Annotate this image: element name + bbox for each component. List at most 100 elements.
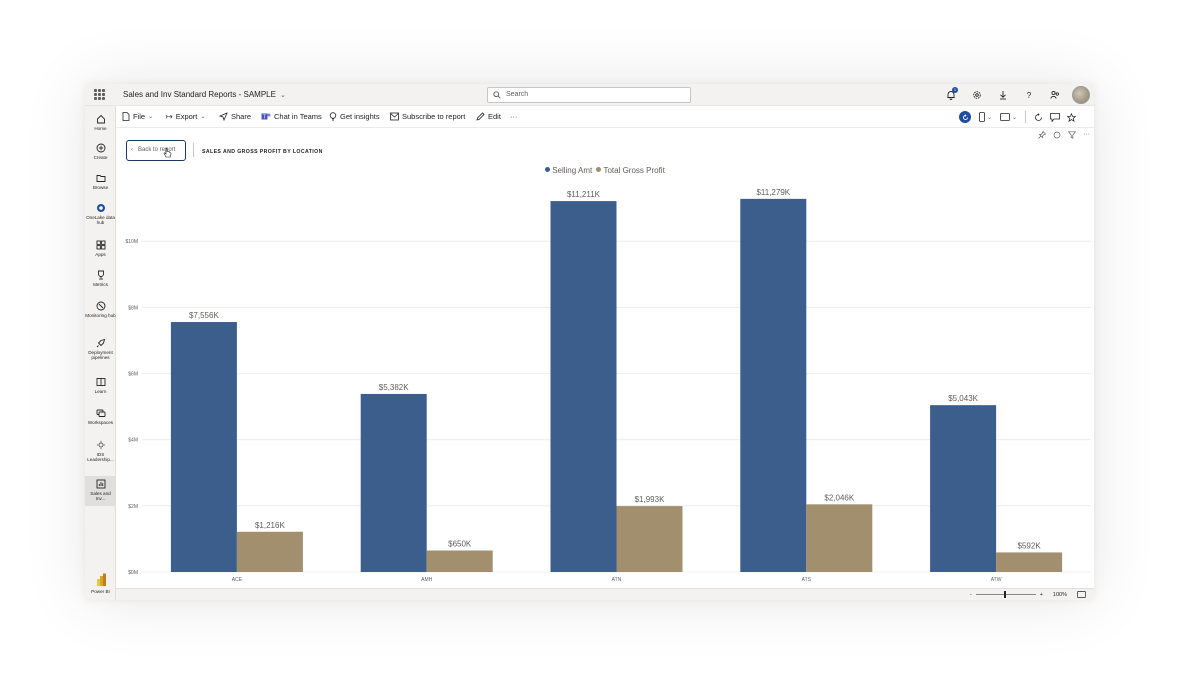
bar[interactable] <box>930 405 997 572</box>
power-bi-logo-icon[interactable] <box>94 573 108 587</box>
chat-in-teams-button[interactable]: T Chat in Teams <box>261 112 322 121</box>
star-icon[interactable] <box>1067 112 1077 122</box>
bar[interactable] <box>740 198 807 572</box>
bar[interactable] <box>996 552 1063 572</box>
export-menu[interactable]: ↦ Export ⌄ <box>166 112 205 121</box>
toolbar-divider <box>1025 111 1027 123</box>
get-insights-button[interactable]: Get insights <box>329 112 380 121</box>
nav-item-onelake[interactable]: OneLake data hub <box>85 203 116 226</box>
edit-button[interactable]: Edit <box>476 112 501 121</box>
nav-item-label: Monitoring hub <box>85 313 116 318</box>
download-icon <box>1000 91 1006 100</box>
bar[interactable] <box>236 531 303 572</box>
nav-item-label: Home <box>94 126 107 131</box>
nav-item-label: IDS Leadership... <box>87 452 114 463</box>
people-share-icon <box>1050 90 1059 99</box>
bar[interactable] <box>550 201 617 572</box>
download-button[interactable] <box>990 84 1016 106</box>
zoom-slider[interactable] <box>975 591 1036 598</box>
more-options-icon[interactable]: ··· <box>1083 131 1090 138</box>
nav-item-deployment[interactable]: Deployment pipelines <box>85 338 116 361</box>
nav-item-label: Deployment pipelines <box>88 350 113 361</box>
share-feedback-button[interactable] <box>1042 84 1068 106</box>
visual-header-icons: ··· <box>1038 131 1090 139</box>
app-launcher-icon[interactable] <box>94 89 105 100</box>
reset-button[interactable] <box>959 111 971 123</box>
help-button[interactable]: ? <box>1016 84 1042 106</box>
view-size-button[interactable]: ⌄ <box>1000 113 1017 121</box>
nav-item-home[interactable]: Home <box>85 114 116 131</box>
nav-item-workspaces[interactable]: Workspaces <box>85 408 116 425</box>
chat-in-teams-label: Chat in Teams <box>274 112 322 121</box>
settings-button[interactable] <box>964 84 990 106</box>
book-icon <box>96 378 105 386</box>
back-to-report-button[interactable]: ‹ Back to report <box>126 140 186 161</box>
fit-to-page-icon[interactable] <box>1077 591 1086 598</box>
filter-icon[interactable] <box>1068 131 1076 139</box>
mobile-view-button[interactable]: ⌄ <box>979 112 992 122</box>
notifications-button[interactable]: 1 <box>938 84 964 106</box>
chevron-down-icon: ⌄ <box>200 114 206 120</box>
bar[interactable] <box>360 393 427 572</box>
nav-item-sales-and-inv[interactable]: Sales and Inv... <box>85 476 116 506</box>
legend-entry-total-gross-profit[interactable]: Total Gross Profit <box>596 166 665 175</box>
search-input[interactable]: Search <box>487 87 691 103</box>
zoom-out-button[interactable]: - <box>969 591 972 598</box>
zoom-slider-thumb[interactable] <box>1003 591 1006 598</box>
zoom-level: 100% <box>1052 591 1067 598</box>
monitoring-icon <box>96 301 105 311</box>
back-to-report-label: Back to report <box>138 147 176 153</box>
avatar[interactable] <box>1072 86 1090 104</box>
share-icon <box>219 112 228 121</box>
comment-icon[interactable] <box>1050 112 1060 122</box>
question-icon: ? <box>1026 90 1032 100</box>
chevron-down-icon: ⌄ <box>1012 114 1018 121</box>
chevron-down-icon: ⌄ <box>148 114 154 120</box>
file-icon <box>122 112 130 121</box>
file-menu[interactable]: File ⌄ <box>122 112 153 121</box>
chevron-left-icon: ‹ <box>131 147 133 153</box>
nav-item-label: OneLake data hub <box>86 215 115 226</box>
nav-item-ids-leadership[interactable]: IDS Leadership... <box>85 440 116 463</box>
reset-icon <box>962 113 968 120</box>
pin-icon[interactable] <box>1038 131 1046 139</box>
legend-entry-selling-amt[interactable]: Selling Amt <box>545 166 592 175</box>
get-insights-label: Get insights <box>340 112 380 121</box>
bar[interactable] <box>616 506 683 572</box>
x-tick-label: ATS <box>802 577 812 583</box>
y-tick-label: $6M <box>128 372 138 378</box>
data-label: $1,993K <box>635 495 665 504</box>
power-bi-label: Power BI <box>91 589 110 594</box>
nav-item-learn[interactable]: Learn <box>85 377 116 394</box>
zoom-in-button[interactable]: + <box>1039 591 1043 598</box>
refresh-icon[interactable] <box>1034 112 1043 122</box>
bar[interactable] <box>426 550 493 572</box>
report-title-menu[interactable]: Sales and Inv Standard Reports - SAMPLE ⌄ <box>123 90 286 99</box>
report-icon <box>96 479 105 489</box>
nav-item-browse[interactable]: Browse <box>85 173 116 190</box>
search-placeholder: Search <box>506 91 529 98</box>
share-button[interactable]: Share <box>219 112 251 121</box>
nav-item-create[interactable]: Create <box>85 143 116 160</box>
bar[interactable] <box>806 504 873 572</box>
subscribe-button[interactable]: Subscribe to report <box>390 112 465 121</box>
nav-item-label: Create <box>93 155 108 160</box>
hand-cursor-icon <box>163 148 172 158</box>
more-options-button[interactable]: ··· <box>510 112 518 121</box>
data-label: $5,043K <box>948 394 978 403</box>
nav-item-metrics[interactable]: Metrics <box>85 270 116 287</box>
x-tick-label: ACE <box>232 577 243 583</box>
nav-item-monitoring[interactable]: Monitoring hub <box>85 301 116 318</box>
bar[interactable] <box>170 322 237 572</box>
top-bar: Sales and Inv Standard Reports - SAMPLE ⌄… <box>85 84 1094 106</box>
visual-title: SALES AND GROSS PROFIT BY LOCATION <box>202 149 323 155</box>
x-tick-label: ATN <box>612 577 622 583</box>
legend-label: Selling Amt <box>552 166 593 175</box>
top-right-actions: 1 ? <box>938 84 1094 106</box>
bell-icon <box>947 91 955 100</box>
nav-item-apps[interactable]: Apps <box>85 240 116 257</box>
y-tick-label: $8M <box>128 305 138 311</box>
legend-dot <box>596 167 602 172</box>
status-bar: - + 100% <box>116 588 1094 600</box>
copy-visual-icon[interactable] <box>1053 131 1061 139</box>
